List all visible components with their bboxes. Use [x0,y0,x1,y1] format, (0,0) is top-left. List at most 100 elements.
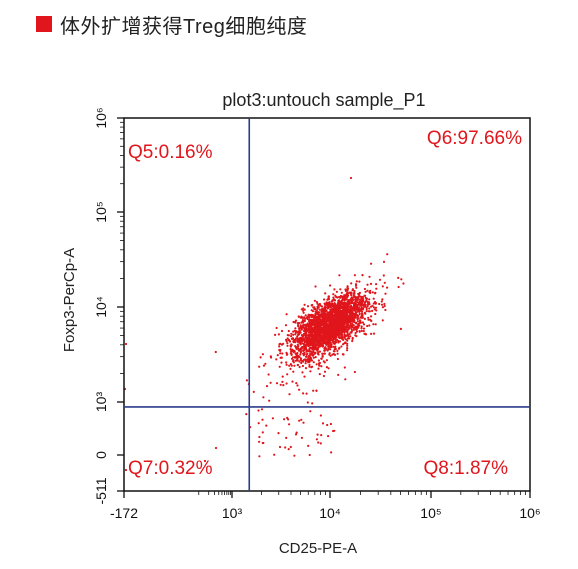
event-dot [354,304,357,307]
event-dot [261,441,264,445]
event-dot [323,298,326,301]
event-dot [299,324,302,327]
event-dot [323,341,326,344]
event-dot [283,418,286,421]
event-dot [290,335,293,338]
event-dot [342,302,345,305]
event-dot [329,348,332,351]
event-dot [265,385,269,388]
event-dot [313,306,316,309]
event-dot [319,328,322,332]
event-dot [340,291,343,294]
event-dot [369,282,373,285]
event-dot [364,290,367,293]
event-dot [301,364,304,368]
event-dot [344,327,347,330]
event-dot [275,326,278,330]
event-dot [327,324,330,327]
event-dot [302,319,306,322]
event-dot [366,300,369,304]
event-dot [285,363,288,366]
event-dot [318,361,321,365]
event-dot [362,327,366,330]
event-dot [285,351,288,354]
events-layer [123,176,405,472]
event-dot [281,380,284,383]
event-dot [327,295,330,298]
event-dot [382,260,386,263]
event-dot [245,379,248,382]
event-dot [300,339,303,342]
event-dot [319,333,322,336]
event-dot [352,307,355,310]
event-dot [367,316,370,319]
event-dot [339,322,342,325]
y-tick-label: 10⁴ [93,296,109,318]
event-dot [312,321,315,324]
event-dot [295,382,298,385]
event-dot [329,339,332,342]
event-dot [354,284,358,287]
event-dot [297,333,300,336]
event-dot [308,329,311,332]
quadrant-q5-label: Q5:0.16% [128,142,213,163]
event-dot [326,317,329,320]
event-dot [370,262,373,265]
event-dot [293,364,296,367]
event-dot [305,392,308,395]
event-dot [313,335,316,338]
event-dot [308,360,311,364]
section-title: 体外扩增获得Treg细胞纯度 [60,15,308,38]
event-dot [284,446,287,449]
event-dot [336,357,339,361]
event-dot [325,309,328,312]
event-dot [380,303,384,306]
event-dot [360,327,363,330]
event-dot [351,339,354,343]
event-dot [402,282,405,285]
event-dot [349,331,352,334]
event-dot [399,327,402,330]
event-dot [325,301,328,304]
event-dot [320,357,323,360]
event-dot [288,423,291,426]
event-dot [264,362,267,365]
event-dot [314,310,317,313]
event-dot [339,320,342,323]
event-dot [375,309,378,312]
event-dot [259,356,262,359]
event-dot [334,321,337,324]
event-dot [360,306,363,309]
event-dot [324,328,328,331]
event-dot [302,360,305,363]
event-dot [334,337,337,340]
event-dot [321,355,324,358]
event-dot [352,294,355,297]
x-axis-label: CD25-PE-A [279,540,357,557]
event-dot [317,441,320,444]
event-dot [327,367,330,370]
event-dot [316,348,319,351]
event-dot [320,319,323,322]
event-dot [299,331,302,334]
event-dot [319,304,322,307]
event-dot [326,423,329,427]
event-dot [323,347,326,350]
event-dot [316,332,319,335]
event-dot [295,431,298,434]
event-dot [336,296,339,299]
x-tick-label: 10⁵ [420,505,441,521]
event-dot [290,357,294,360]
event-dot [350,329,354,333]
event-dot [312,315,315,319]
event-dot [346,289,349,292]
event-dot [301,337,304,341]
event-dot [374,306,378,309]
event-dot [333,327,336,330]
event-dot [299,353,302,356]
event-dot [124,468,128,472]
event-dot [330,303,333,306]
event-dot [360,310,364,313]
event-dot [370,319,373,323]
